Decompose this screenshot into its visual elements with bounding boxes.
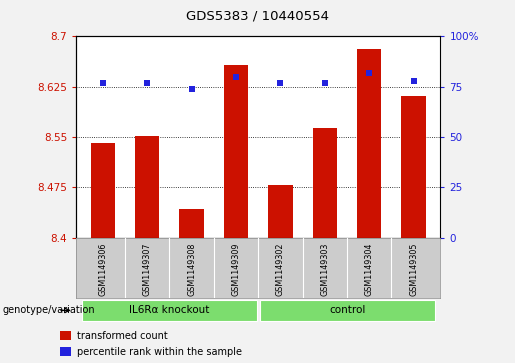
Bar bbox=[179, 209, 204, 238]
Text: GDS5383 / 10440554: GDS5383 / 10440554 bbox=[186, 9, 329, 22]
Bar bbox=[60, 331, 71, 340]
Text: GSM1149302: GSM1149302 bbox=[276, 242, 285, 296]
Bar bbox=[82, 300, 257, 321]
Bar bbox=[60, 347, 71, 356]
Text: genotype/variation: genotype/variation bbox=[3, 305, 95, 315]
Text: GSM1149306: GSM1149306 bbox=[98, 242, 107, 296]
Bar bbox=[268, 185, 293, 238]
Text: GSM1149309: GSM1149309 bbox=[232, 242, 241, 296]
Point bbox=[321, 80, 329, 86]
Bar bbox=[135, 136, 160, 238]
Bar bbox=[91, 143, 115, 238]
Text: transformed count: transformed count bbox=[77, 331, 168, 341]
Text: GSM1149304: GSM1149304 bbox=[365, 242, 374, 296]
Point bbox=[365, 70, 373, 76]
Point bbox=[143, 80, 151, 86]
Point bbox=[99, 80, 107, 86]
Point bbox=[277, 80, 285, 86]
Text: GSM1149305: GSM1149305 bbox=[409, 242, 418, 296]
Text: IL6Rα knockout: IL6Rα knockout bbox=[129, 305, 210, 315]
Text: control: control bbox=[329, 305, 365, 315]
Bar bbox=[357, 49, 382, 238]
Bar bbox=[402, 96, 426, 238]
Point bbox=[187, 86, 196, 91]
Text: GSM1149308: GSM1149308 bbox=[187, 242, 196, 296]
Bar bbox=[313, 128, 337, 238]
Bar bbox=[260, 300, 435, 321]
Text: GSM1149303: GSM1149303 bbox=[320, 242, 330, 296]
Point bbox=[409, 78, 418, 83]
Text: GSM1149307: GSM1149307 bbox=[143, 242, 152, 296]
Bar bbox=[224, 65, 248, 238]
Text: percentile rank within the sample: percentile rank within the sample bbox=[77, 347, 242, 356]
Point bbox=[232, 74, 240, 79]
